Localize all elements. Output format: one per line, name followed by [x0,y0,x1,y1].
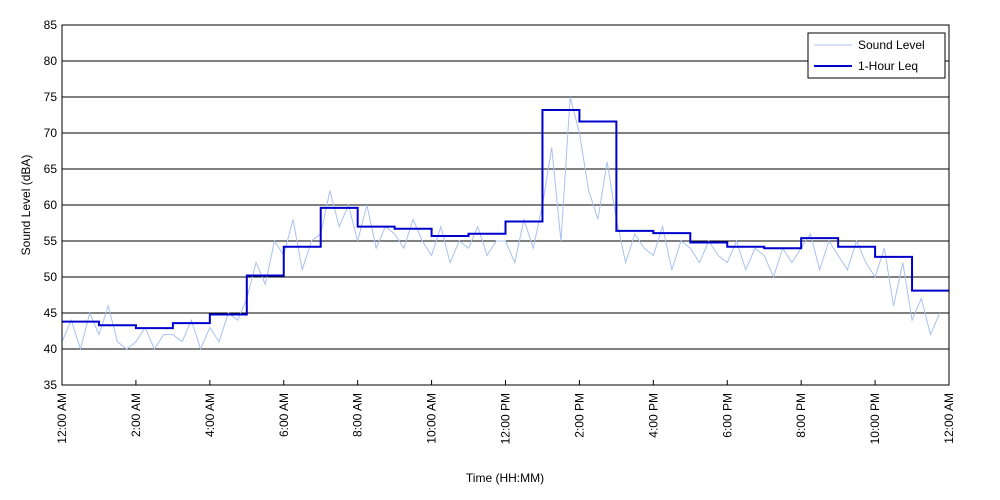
x-tick-label: 12:00 AM [55,393,69,444]
x-tick-label: 6:00 PM [720,393,734,438]
sound-line [61,96,941,351]
x-tick-label: 12:00 AM [942,393,956,444]
x-tick-label: 12:00 PM [499,393,513,444]
y-tick-label: 75 [44,90,58,104]
x-tick-label: 4:00 PM [646,393,660,438]
y-tick-label: 60 [44,198,58,212]
x-tick-label: 4:00 AM [203,393,217,437]
legend-box [807,32,946,79]
y-tick-label: 45 [44,306,58,320]
y-tick-label: 50 [44,270,58,284]
x-tick-label: 6:00 AM [277,393,291,437]
x-tick-label: 8:00 AM [351,393,365,437]
y-tick-label: 40 [44,342,58,356]
x-axis-label: Time (HH:MM) [466,471,544,485]
y-tick-label: 65 [44,162,58,176]
y-tick-label: 80 [44,54,58,68]
x-tick-label: 8:00 PM [794,393,808,438]
y-axis-label: Sound Level (dBA) [19,155,33,256]
legend-label: Sound Level [858,38,925,52]
y-tick-label: 85 [44,18,58,32]
x-tick-label: 2:00 AM [129,393,143,437]
x-tick-label: 10:00 PM [868,393,882,444]
x-tick-label: 10:00 AM [425,393,439,444]
legend-label: 1-Hour Leq [858,59,918,73]
y-tick-label: 55 [44,234,58,248]
y-tick-label: 70 [44,126,58,140]
plot-frame [61,24,950,386]
x-tick-label: 2:00 PM [572,393,586,438]
y-tick-label: 35 [44,378,58,392]
leq-step-line [62,108,949,330]
